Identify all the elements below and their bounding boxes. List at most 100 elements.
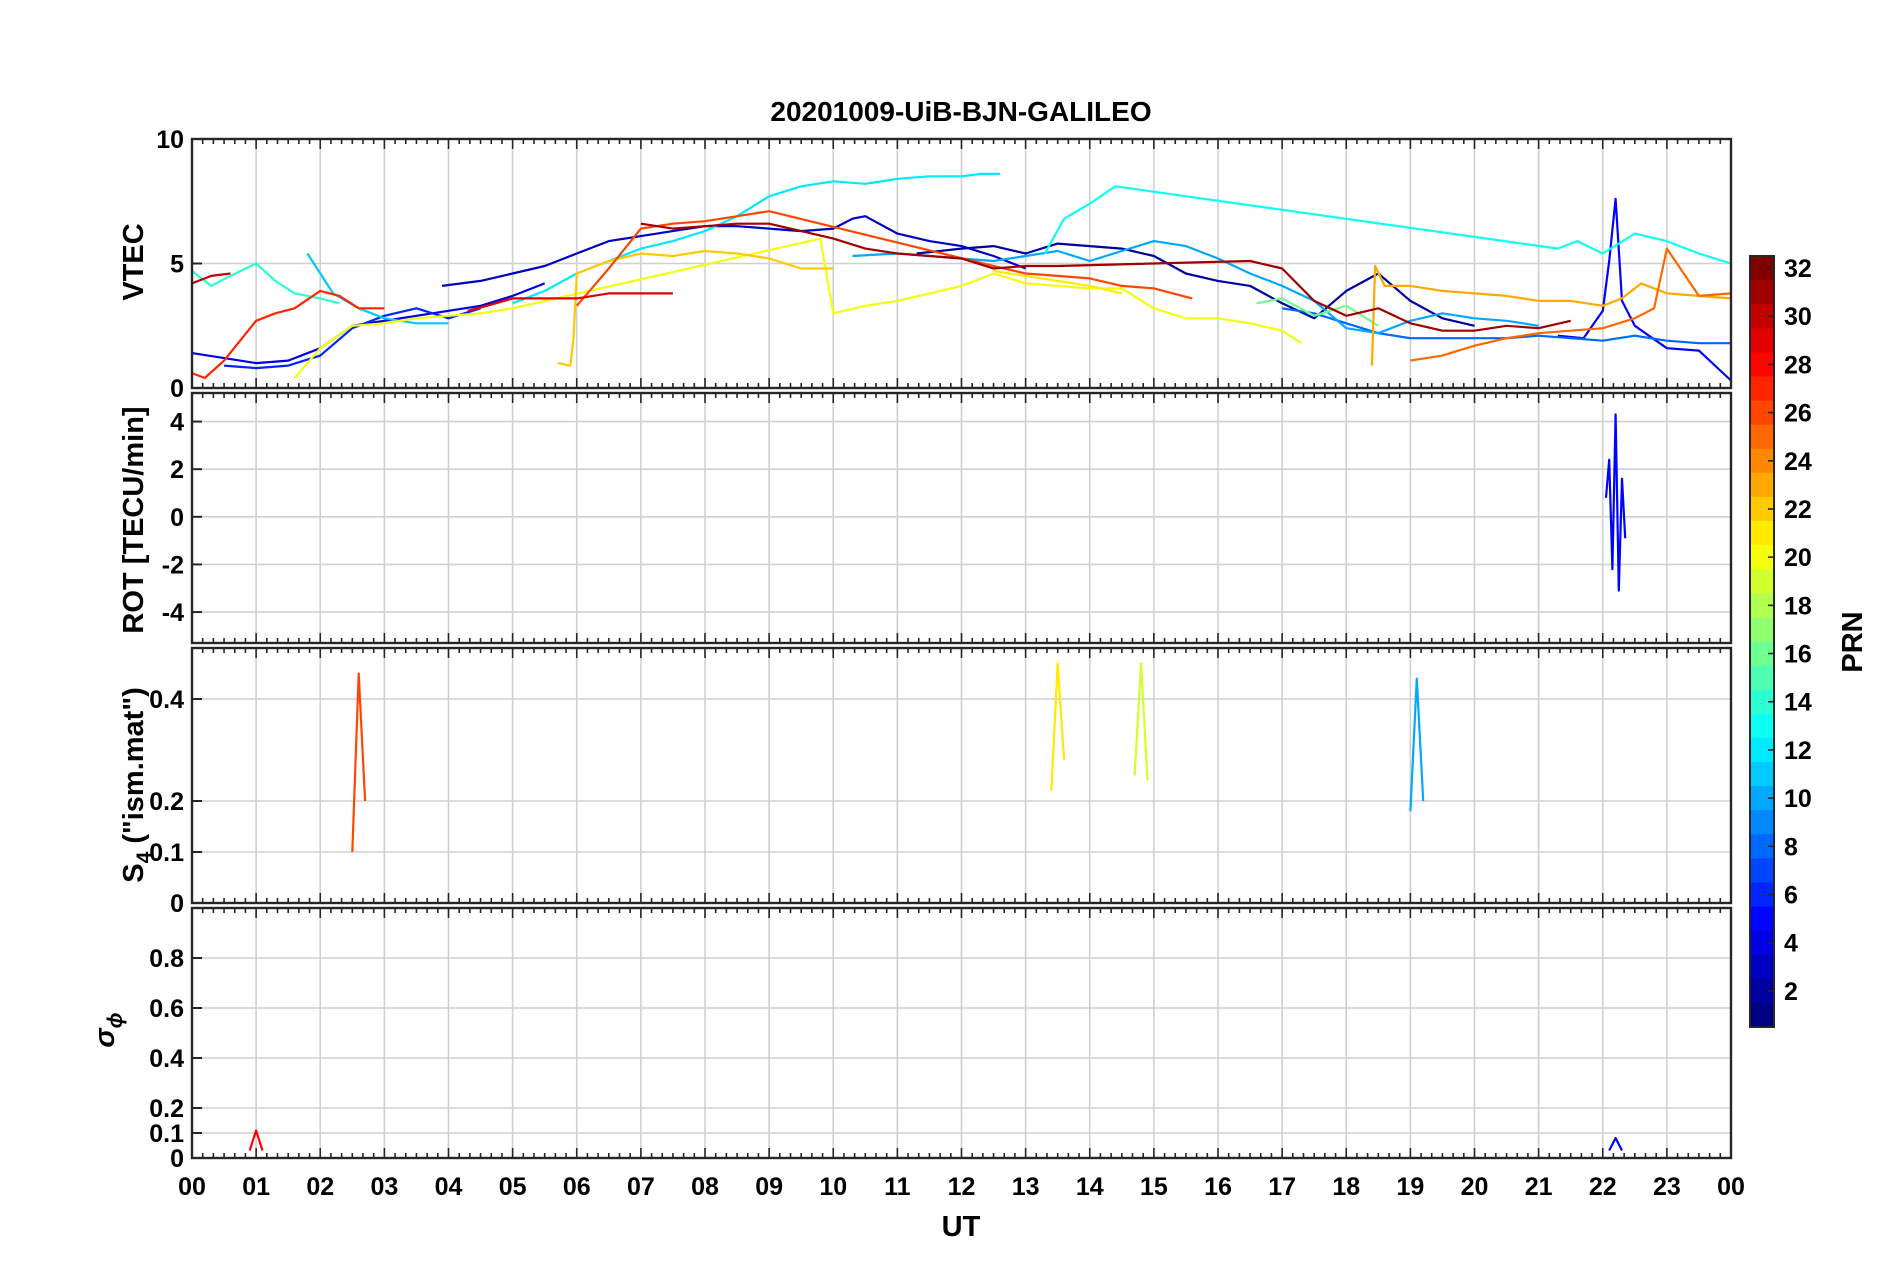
x-tick-label: 00 [1717, 1173, 1745, 1201]
colorbar-segment [1750, 665, 1774, 691]
vtec-series-prn-5 [1557, 197, 1732, 382]
x-tick-label: 08 [691, 1173, 719, 1201]
colorbar-segment [1750, 521, 1774, 546]
rot-ylabel: ROT [TECU/min] [118, 406, 150, 633]
vtec-ytick-label: 0 [170, 375, 184, 403]
chart-title: 20201009-UiB-BJN-GALILEO [770, 96, 1151, 127]
vtec-series-prn-21 [993, 269, 1123, 295]
sigma-ytick-label: 0.4 [149, 1045, 184, 1073]
s4-ytick-label: 0.1 [149, 839, 184, 867]
rot-ytick-label: -4 [162, 599, 184, 627]
vtec-series-prn-14 [191, 262, 340, 305]
vtec-ylabel: VTEC [118, 223, 150, 300]
colorbar-tick-label: 8 [1784, 833, 1798, 861]
sigma-ytick-label: 0.6 [149, 995, 184, 1023]
vtec-series-prn-10 [852, 240, 1539, 335]
colorbar-tick-label: 22 [1784, 496, 1812, 524]
colorbar-segment [1750, 328, 1774, 353]
x-tick-label: 06 [563, 1173, 591, 1201]
colorbar-tick-label: 6 [1784, 881, 1798, 909]
vtec-series-prn-30 [191, 272, 231, 285]
s4-ytick-label: 0 [170, 890, 184, 918]
vtec-panel: 0 5 10 [156, 126, 1733, 403]
vtec-series-prn-6 [224, 307, 481, 370]
vtec-series-prn-26 [575, 210, 1193, 307]
x-tick-label: 04 [435, 1173, 463, 1201]
rot-series-prn-5 [1604, 413, 1627, 592]
colorbar-segment [1750, 906, 1774, 932]
s4-axes-box [190, 646, 1733, 905]
colorbar-tick-label: 10 [1784, 785, 1812, 813]
x-tick-label: 14 [1076, 1173, 1104, 1201]
sigma-series-prn-28 [248, 1129, 264, 1151]
vtec-series-prn-20 [293, 237, 1302, 379]
rot-ytick-label: -2 [162, 551, 184, 579]
x-tick-labels: 00 01 02 03 04 05 06 07 08 09 10 11 12 13 14 15 16 17 18 19… [178, 1173, 1745, 1201]
colorbar-segment [1750, 424, 1774, 450]
colorbar-segment [1750, 376, 1774, 402]
s4-ylabel-tail: ("ism.mat") [118, 687, 150, 851]
vtec-series-prn-3 [441, 215, 1027, 287]
colorbar-tick-label: 28 [1784, 351, 1812, 379]
colorbar-tick-label: 26 [1784, 400, 1812, 428]
colorbar-label: PRN [1837, 611, 1869, 672]
vtec-series-prn-22 [557, 249, 834, 367]
sigma-panel: 00.10.2 0.4 0.6 0.8 [149, 906, 1733, 1173]
s4-panel: 0 0.1 0.2 0.4 [149, 646, 1733, 918]
colorbar-tick-label: 12 [1784, 737, 1812, 765]
x-tick-label: 16 [1204, 1173, 1232, 1201]
x-tick-label: 09 [755, 1173, 783, 1201]
rot-panel: -4 -2 0 2 4 [162, 391, 1733, 645]
sigma-series-prn-5 [1608, 1136, 1623, 1152]
colorbar-segment [1750, 858, 1774, 884]
s4-ylabel-main: S [118, 863, 150, 882]
vtec-ytick-label: 10 [156, 126, 184, 154]
x-tick-label: 15 [1140, 1173, 1168, 1201]
colorbar-segment [1750, 472, 1774, 498]
colorbar-tick-label: 24 [1784, 448, 1812, 476]
x-tick-label: 20 [1461, 1173, 1489, 1201]
colorbar-segment [1750, 280, 1774, 305]
vtec-series-prn-29 [467, 292, 673, 312]
x-tick-label: 13 [1012, 1173, 1040, 1201]
x-tick-label: 05 [499, 1173, 527, 1201]
colorbar-tick-label: 16 [1784, 641, 1812, 669]
rot-ytick-label: 4 [170, 409, 184, 437]
s4-ytick-label: 0.2 [149, 788, 184, 816]
sigma-ytick-label: 0 [170, 1145, 184, 1173]
colorbar-tick-label: 20 [1784, 544, 1812, 572]
sigma-ylabel: σϕ [89, 1012, 127, 1047]
colorbar-tick-label: 14 [1784, 689, 1812, 717]
rot-axes-box [190, 391, 1733, 645]
s4-series-prn-10 [1409, 677, 1425, 812]
sigma-ytick-label: 0.2 [149, 1095, 184, 1123]
x-tick-label: 03 [370, 1173, 398, 1201]
x-tick-label: 00 [178, 1173, 206, 1201]
rot-ytick-label: 0 [170, 504, 184, 532]
vtec-series-prn-25 [1410, 247, 1732, 362]
sigma-ylabel-main: σ [89, 1027, 121, 1048]
x-tick-label: 12 [948, 1173, 976, 1201]
colorbar-tick-label: 32 [1784, 255, 1812, 283]
vtec-series-prn-13 [1043, 185, 1732, 265]
rot-ytick-label: 2 [170, 456, 184, 484]
s4-ylabel-sub: 4 [133, 851, 156, 863]
x-tick-label: 19 [1396, 1173, 1424, 1201]
colorbar-tick-label: 2 [1784, 978, 1798, 1006]
x-tick-label: 17 [1268, 1173, 1296, 1201]
colorbar-segment [1750, 569, 1774, 594]
vtec-series-prn-11 [306, 252, 449, 325]
vtec-axes-box [190, 137, 1733, 390]
x-tick-label: 21 [1525, 1173, 1553, 1201]
colorbar-segment [1750, 954, 1774, 980]
sigma-ylabel-sub: ϕ [104, 1012, 127, 1028]
sigma-ytick-label: 0.1 [149, 1120, 184, 1148]
colorbar-segment [1750, 713, 1774, 739]
colorbar-tick-label: 30 [1784, 303, 1812, 331]
vtec-series-prn-31 [640, 222, 1571, 332]
colorbar-frame [1749, 255, 1775, 1028]
s4-series-prn-26 [351, 672, 367, 853]
x-axis-label: UT [942, 1211, 981, 1243]
colorbar-segment [1750, 1002, 1774, 1028]
